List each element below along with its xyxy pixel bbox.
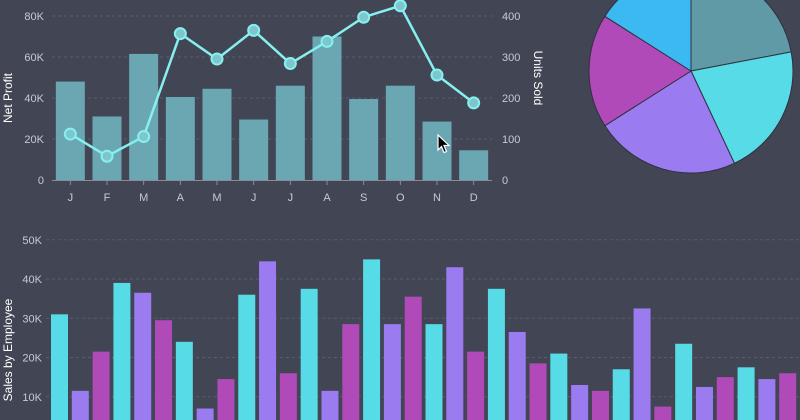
- bar: [383, 324, 401, 420]
- line-point: [357, 10, 371, 24]
- bar: [275, 85, 305, 180]
- bar: [716, 377, 734, 420]
- bar: [129, 53, 159, 180]
- line-point: [247, 23, 261, 37]
- bar: [134, 292, 152, 420]
- line-point: [467, 96, 481, 110]
- x-tick-label: O: [396, 192, 405, 204]
- x-tick-label: A: [323, 192, 331, 204]
- x-tick-label: J: [251, 192, 257, 204]
- y2-tick-label: 0: [502, 175, 508, 187]
- x-tick-label: M: [212, 192, 221, 204]
- line-point: [283, 57, 297, 71]
- y-tick-label: 30K: [22, 313, 42, 325]
- x-tick-label: D: [470, 192, 478, 204]
- bar: [737, 367, 755, 420]
- y2-tick-label: 200: [502, 93, 520, 105]
- bar: [612, 369, 630, 420]
- bar: [529, 363, 547, 420]
- bar: [591, 390, 609, 420]
- y2-tick-label: 100: [502, 134, 520, 146]
- bar: [487, 288, 505, 420]
- bar: [279, 373, 297, 420]
- bar: [92, 116, 122, 180]
- bar: [312, 36, 342, 180]
- bar: [196, 408, 214, 420]
- bar: [385, 85, 415, 180]
- x-tick-label: M: [139, 192, 148, 204]
- x-tick-label: S: [360, 192, 367, 204]
- line-point: [63, 127, 77, 141]
- pie-slice: [604, 0, 692, 72]
- bar: [425, 324, 443, 420]
- bar: [758, 379, 776, 420]
- y-tick-label: 60K: [24, 52, 44, 64]
- bar: [51, 314, 68, 420]
- x-tick-label: F: [104, 192, 111, 204]
- y2-axis-title: Units Sold: [531, 51, 545, 106]
- pie-slice: [690, 51, 794, 164]
- bar: [695, 386, 713, 420]
- line-point: [173, 27, 187, 41]
- y-tick-label: 10K: [22, 392, 42, 404]
- bar: [342, 324, 360, 420]
- bar: [550, 353, 568, 420]
- line-point: [393, 0, 407, 13]
- bar: [675, 343, 693, 420]
- line-point: [320, 34, 334, 48]
- y-tick-label: 80K: [24, 11, 44, 23]
- line-point: [137, 130, 151, 144]
- line-point: [100, 149, 114, 163]
- bar: [165, 96, 195, 180]
- bar: [571, 384, 589, 420]
- line-point: [210, 52, 224, 66]
- y2-tick-label: 400: [502, 11, 520, 23]
- bar: [259, 261, 277, 420]
- bar: [238, 294, 256, 420]
- bar: [202, 88, 232, 180]
- series-line: [69, 4, 475, 158]
- bar: [349, 99, 379, 180]
- bar: [92, 351, 110, 420]
- bar: [779, 373, 797, 420]
- bar: [217, 379, 235, 420]
- bar: [155, 320, 173, 420]
- pie-slice: [690, 0, 792, 72]
- bar: [633, 308, 651, 420]
- mouse-pointer-icon: [437, 134, 451, 154]
- pie-slice: [588, 15, 692, 127]
- x-tick-label: N: [433, 192, 441, 204]
- x-tick-label: A: [177, 192, 185, 204]
- pie-chart: [588, 0, 794, 174]
- net-profit-units-chart: 0 20K 40K 60K 80K 0 100 200 300 400 J F M A M J J A S O N D Ne…: [1, 0, 545, 204]
- bar: [654, 406, 672, 420]
- y-tick-label: 0: [38, 175, 44, 187]
- bar: [467, 351, 485, 420]
- bar: [446, 267, 464, 420]
- bar: [71, 390, 89, 420]
- bar: [113, 282, 131, 420]
- x-tick-label: J: [288, 192, 294, 204]
- bar: [508, 331, 526, 420]
- bar: [459, 150, 489, 180]
- pie-slice: [604, 70, 736, 174]
- y-axis-title: Sales by Employee: [1, 298, 15, 401]
- bar: [239, 119, 269, 180]
- y-tick-label: 40K: [24, 93, 44, 105]
- bar: [404, 296, 422, 420]
- bar: [321, 390, 339, 420]
- y-tick-label: 20K: [24, 134, 44, 146]
- bar: [300, 288, 318, 420]
- y-axis-title: Net Profit: [1, 72, 15, 123]
- bar: [363, 259, 381, 420]
- x-tick-label: J: [68, 192, 74, 204]
- bar: [175, 341, 193, 420]
- line-point: [430, 68, 444, 82]
- y-tick-label: 20K: [22, 353, 42, 365]
- y-tick-label: 50K: [22, 235, 42, 247]
- sales-by-employee-chart: 10K 20K 30K 40K 50K Sales by Employee: [1, 235, 800, 420]
- y-tick-label: 40K: [22, 274, 42, 286]
- y2-tick-label: 300: [502, 52, 520, 64]
